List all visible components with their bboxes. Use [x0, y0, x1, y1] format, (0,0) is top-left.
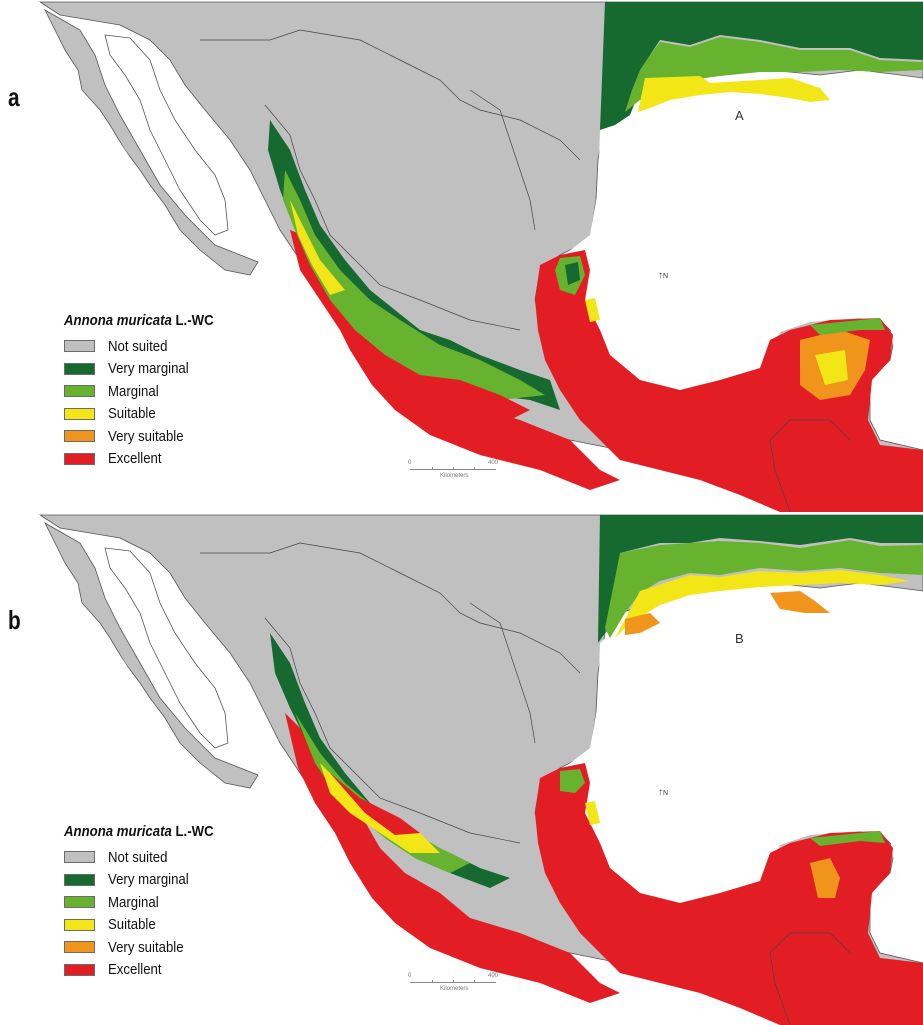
swatch-not-suited: [64, 340, 95, 353]
legend-label: Suitable: [108, 405, 156, 423]
scale-bar-b: 0 400 Kilometers: [408, 973, 498, 997]
north-arrow-a: ↑N: [658, 270, 668, 281]
legend-label: Marginal: [108, 382, 159, 400]
legend-item-not-suited: Not suited: [64, 335, 234, 358]
map-panel-a: a A ↑N Annona muricata L.-WC Not suited …: [0, 0, 923, 512]
swatch-very-marginal: [64, 873, 95, 886]
map-panel-b: b B ↑N Annona muricata L.-WC Not suited …: [0, 513, 923, 1025]
legend-item-marginal: Marginal: [64, 380, 234, 403]
swatch-marginal: [64, 385, 95, 398]
scale-bar-a: 0 400 Kilometers: [408, 460, 498, 484]
legend-label: Not suited: [108, 848, 168, 866]
scale-tick: [432, 980, 433, 983]
swatch-excellent: [64, 963, 95, 976]
legend-item-marginal: Marginal: [64, 891, 234, 914]
swatch-very-marginal: [64, 362, 95, 375]
legend-b: Annona muricata L.-WC Not suited Very ma…: [64, 823, 234, 981]
legend-item-excellent: Excellent: [64, 448, 234, 471]
north-label: N: [663, 273, 669, 280]
swatch-very-suitable: [64, 941, 95, 954]
scale-tick: [453, 980, 454, 983]
scale-start: 0: [408, 460, 412, 466]
north-arrow-icon: ↑: [658, 270, 663, 281]
legend-label: Marginal: [108, 893, 159, 911]
legend-label: Excellent: [108, 961, 162, 979]
suitability-map-b: [0, 513, 923, 1025]
legend-label: Very marginal: [108, 871, 189, 889]
legend-item-very-marginal: Very marginal: [64, 358, 234, 381]
legend-label: Very marginal: [108, 360, 189, 378]
legend-label: Excellent: [108, 450, 162, 468]
swatch-not-suited: [64, 851, 95, 864]
legend-label: Very suitable: [108, 938, 184, 956]
north-label: N: [663, 790, 669, 797]
swatch-excellent: [64, 452, 95, 465]
legend-title: Annona muricata L.-WC: [64, 312, 214, 329]
panel-label-b: b: [8, 605, 21, 635]
species-suffix: L.-WC: [171, 823, 214, 840]
legend-label: Very suitable: [108, 427, 184, 445]
north-arrow-icon: ↑: [658, 787, 663, 798]
north-arrow-b: ↑N: [658, 787, 668, 798]
suitability-map-a: [0, 0, 923, 512]
scale-end: 400: [487, 460, 498, 466]
legend-label: Not suited: [108, 337, 168, 355]
panel-label-a: a: [8, 82, 20, 112]
legend-item-not-suited: Not suited: [64, 846, 234, 869]
legend-item-very-suitable: Very suitable: [64, 425, 234, 448]
legend-title: Annona muricata L.-WC: [64, 823, 214, 840]
legend-item-suitable: Suitable: [64, 914, 234, 937]
scenario-label-b: B: [735, 631, 744, 646]
scale-end: 400: [487, 973, 498, 979]
scale-tick: [474, 980, 475, 983]
scale-tick: [474, 467, 475, 470]
legend-item-very-suitable: Very suitable: [64, 936, 234, 959]
legend-label: Suitable: [108, 916, 156, 934]
legend-item-very-marginal: Very marginal: [64, 869, 234, 892]
scale-start: 0: [408, 973, 412, 979]
scale-unit: Kilometers: [440, 986, 469, 992]
species-name: Annona muricata: [64, 312, 172, 329]
scale-unit: Kilometers: [440, 473, 469, 479]
swatch-very-suitable: [64, 430, 95, 443]
species-name: Annona muricata: [64, 823, 172, 840]
species-suffix: L.-WC: [171, 312, 214, 329]
legend-item-suitable: Suitable: [64, 403, 234, 426]
swatch-marginal: [64, 896, 95, 909]
scale-tick: [453, 467, 454, 470]
legend-item-excellent: Excellent: [64, 959, 234, 982]
scale-tick: [432, 467, 433, 470]
swatch-suitable: [64, 407, 95, 420]
swatch-suitable: [64, 918, 95, 931]
scenario-label-a: A: [735, 108, 744, 123]
legend-a: Annona muricata L.-WC Not suited Very ma…: [64, 312, 234, 470]
